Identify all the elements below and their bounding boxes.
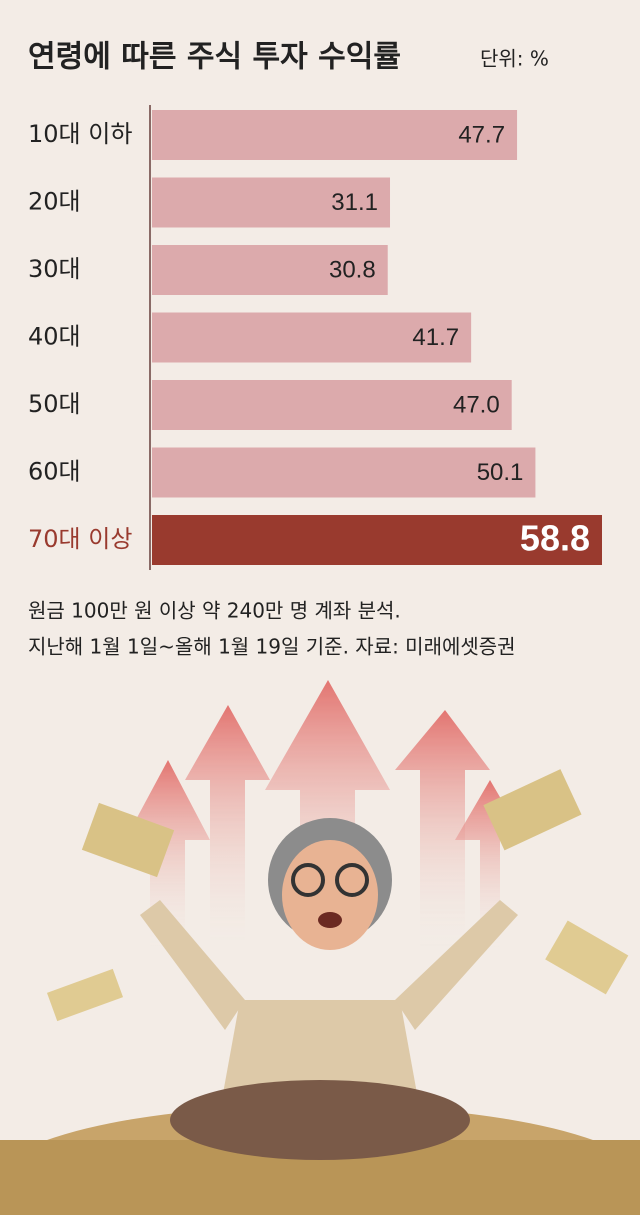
unit-label: 단위: % (480, 47, 549, 71)
chart-title: 연령에 따른 주식 투자 수익률 (28, 40, 401, 75)
category-label: 40대 (28, 323, 81, 351)
bar (152, 515, 602, 565)
value-label: 47.0 (453, 391, 500, 418)
category-label: 30대 (28, 255, 81, 283)
category-label: 20대 (28, 188, 81, 216)
value-label: 47.7 (458, 121, 505, 148)
value-label: 30.8 (329, 256, 376, 283)
category-label: 60대 (28, 458, 81, 486)
value-label: 50.1 (477, 459, 524, 486)
bar (152, 380, 512, 430)
figure (0, 769, 640, 1215)
category-label: 10대 이하 (28, 120, 132, 148)
bar (152, 177, 391, 228)
category-label: 70대 이상 (28, 525, 132, 553)
bar (152, 110, 518, 160)
category-label: 50대 (28, 390, 81, 418)
bar (152, 312, 472, 363)
bar (152, 447, 536, 498)
note: 원금 100만 원 이상 약 240만 명 계좌 분석. (28, 599, 401, 623)
note: 지난해 1월 1일~올해 1월 19일 기준. 자료: 미래에셋증권 (28, 635, 516, 659)
value-label: 31.1 (331, 189, 378, 216)
bar (152, 245, 388, 295)
illustration (125, 680, 525, 950)
value-label: 58.8 (520, 518, 590, 559)
value-label: 41.7 (412, 324, 459, 351)
bars: 10대 이하 47.7 20대 31.1 30대 30.8 40대 41.7 50대 47.0 60… (28, 110, 602, 565)
